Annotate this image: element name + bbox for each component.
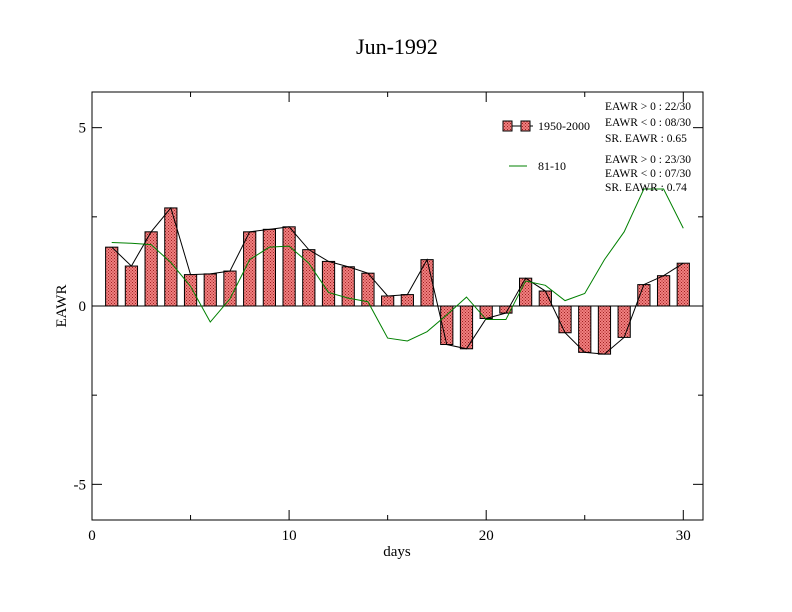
- series-line-1950-2000: [111, 206, 684, 355]
- legend-label-81-10: 81-10: [538, 159, 566, 173]
- x-axis-label: days: [383, 544, 411, 560]
- bar: [578, 305, 592, 353]
- bar: [479, 305, 493, 319]
- bar: [144, 231, 158, 307]
- bar: [262, 228, 276, 307]
- y-tick-label: 0: [79, 299, 87, 315]
- x-tick-label: 30: [676, 528, 691, 544]
- bar: [400, 294, 414, 307]
- bar: [321, 260, 336, 307]
- bar: [105, 246, 119, 307]
- y-tick-label: 5: [79, 121, 87, 137]
- plot-area: 0 10 20 30 -5 0 5: [74, 91, 704, 544]
- bar: [302, 249, 316, 307]
- legend-stat-81-10: EAWR > 0 : 23/30: [605, 154, 691, 166]
- chart-title: Jun-1992: [356, 34, 438, 59]
- bar: [341, 266, 355, 307]
- bar: [381, 295, 395, 307]
- bar: [676, 262, 690, 307]
- bar: [538, 290, 552, 307]
- legend: 1950-2000 EAWR > 0 : 22/30 EAWR < 0 : 08/3…: [502, 101, 691, 194]
- bar: [124, 265, 139, 307]
- legend-stat-1950-2000: EAWR > 0 : 22/30: [605, 101, 691, 113]
- y-tick-label: -5: [74, 477, 87, 493]
- bar: [203, 273, 217, 307]
- legend-label-1950-2000: 1950-2000: [538, 119, 590, 133]
- bar: [597, 305, 612, 355]
- bar: [223, 270, 237, 307]
- legend-stat-1950-2000: SR. EAWR : 0.65: [605, 133, 687, 145]
- x-tick-label: 20: [479, 528, 494, 544]
- bar: [617, 305, 631, 338]
- bar: [558, 305, 572, 334]
- y-axis-label: EAWR: [54, 285, 70, 328]
- legend-stat-1950-2000: EAWR < 0 : 08/30: [605, 117, 691, 129]
- bar: [282, 226, 296, 307]
- legend-stat-81-10: EAWR < 0 : 07/30: [605, 168, 691, 180]
- bar: [656, 275, 671, 307]
- series-line-81-10: [111, 188, 684, 342]
- legend-swatch-1950-2000: [520, 120, 531, 132]
- x-tick-label: 0: [88, 528, 96, 544]
- legend-swatch-1950-2000: [502, 120, 513, 132]
- legend-stat-81-10: SR. EAWR : 0.74: [605, 182, 687, 194]
- bar: [183, 274, 198, 307]
- x-tick-label: 10: [282, 528, 297, 544]
